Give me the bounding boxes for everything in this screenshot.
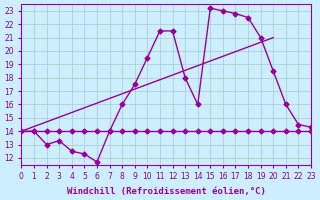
X-axis label: Windchill (Refroidissement éolien,°C): Windchill (Refroidissement éolien,°C): [67, 187, 266, 196]
